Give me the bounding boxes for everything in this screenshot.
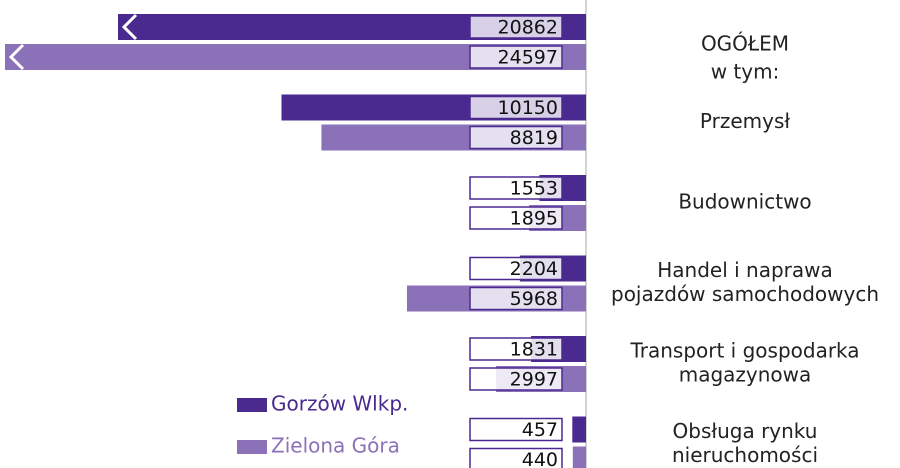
value-box	[469, 15, 563, 39]
value-box	[469, 417, 563, 442]
value-label: 2997	[510, 369, 558, 391]
value-label: 1553	[510, 178, 558, 200]
legend-swatch	[237, 440, 267, 454]
value-label: 8819	[510, 127, 558, 149]
break-mark	[8, 43, 25, 71]
value-box	[469, 286, 563, 311]
value-box	[469, 95, 563, 120]
category-label: Handel i naprawa	[657, 258, 833, 282]
category-label: Przemysł	[700, 109, 790, 133]
value-label: 440	[522, 449, 558, 468]
legend-swatch	[237, 398, 267, 412]
value-box	[469, 206, 563, 230]
category-label: OGÓŁEM	[701, 32, 789, 56]
value-label: 10150	[498, 97, 558, 119]
category-label: magazynowa	[679, 363, 812, 387]
bar	[572, 446, 586, 468]
category-label: nieruchomości	[672, 443, 818, 467]
legend-label: Gorzów Wlkp.	[271, 392, 408, 416]
break-mark	[121, 13, 138, 41]
value-box	[469, 125, 563, 150]
value-label: 5968	[510, 288, 558, 310]
value-box	[469, 337, 563, 361]
category-label: Transport i gospodarka	[629, 339, 859, 363]
value-label: 1831	[510, 339, 558, 361]
value-box	[469, 176, 563, 200]
category-label: w tym:	[711, 60, 780, 84]
value-label: 20862	[498, 17, 558, 39]
legend-label: Zielona Góra	[271, 434, 400, 458]
value-label: 24597	[498, 47, 558, 69]
value-box	[469, 256, 563, 281]
value-label: 457	[522, 419, 558, 441]
bar	[572, 416, 586, 443]
category-label: Budownictwo	[678, 190, 811, 214]
category-label: pojazdów samochodowych	[611, 282, 879, 306]
category-label: Obsługa rynku	[673, 419, 818, 443]
value-box	[469, 447, 563, 468]
value-label: 2204	[510, 258, 558, 280]
value-box	[469, 367, 563, 391]
value-box	[469, 45, 563, 69]
value-label: 1895	[510, 208, 558, 230]
